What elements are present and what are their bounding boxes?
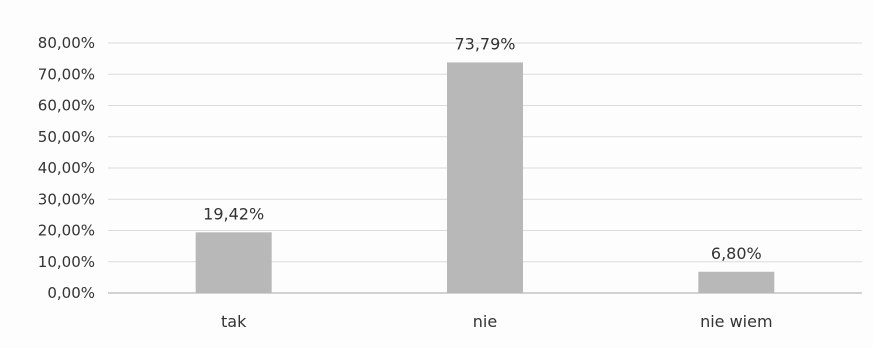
y-tick-label: 80,00%	[38, 34, 95, 52]
bar-nie-wiem	[698, 271, 775, 293]
bar-tak	[195, 232, 272, 293]
y-tick-label: 50,00%	[38, 128, 95, 146]
y-tick-label: 60,00%	[38, 97, 95, 115]
bar-nie	[447, 62, 523, 293]
y-tick-label: 10,00%	[38, 253, 95, 271]
x-tick-label-nie: nie	[473, 312, 497, 331]
y-tick-label: 40,00%	[38, 159, 95, 177]
data-label-tak: 19,42%	[203, 204, 264, 223]
data-label-nie-wiem: 6,80%	[711, 244, 762, 263]
y-tick-label: 70,00%	[38, 65, 95, 83]
y-tick-label: 30,00%	[38, 190, 95, 208]
y-tick-label: 0,00%	[47, 284, 95, 302]
x-tick-label-tak: tak	[221, 312, 247, 331]
y-tick-label: 20,00%	[38, 222, 95, 240]
x-tick-label-nie-wiem: nie wiem	[700, 312, 772, 331]
data-label-nie: 73,79%	[454, 34, 515, 53]
